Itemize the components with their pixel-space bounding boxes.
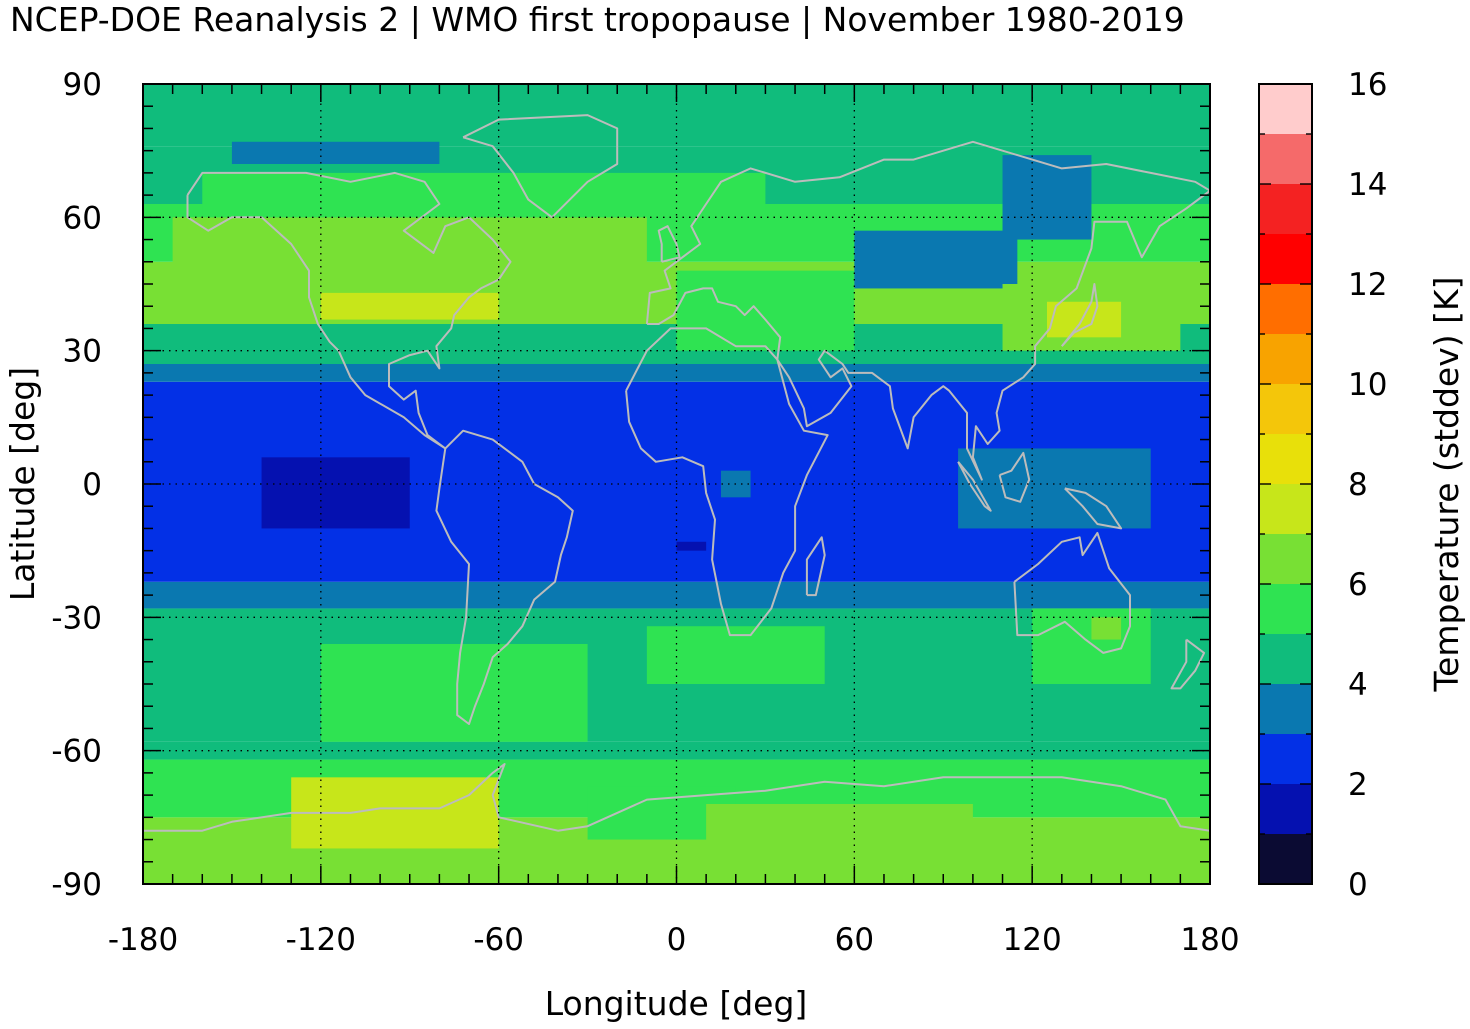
coastline: [957, 461, 992, 512]
axis-ticks: [142, 83, 1211, 885]
x-tick-label: 120: [1003, 922, 1062, 958]
colorbar: [1259, 83, 1312, 885]
x-tick-label: 60: [835, 922, 874, 958]
heat-patch: [498, 235, 618, 298]
colorbar-swatch: [1259, 434, 1312, 484]
y-tick-label: -30: [51, 600, 102, 636]
heat-patch: [320, 292, 499, 320]
x-tick-label: -60: [473, 922, 524, 958]
colorbar-swatch: [1259, 234, 1312, 284]
colorbar-tick-label: 6: [1348, 567, 1368, 603]
x-tick-labels: -180 -120 -60 0 60 120 180: [108, 922, 1240, 958]
x-axis-label: Longitude [deg]: [545, 984, 808, 1023]
coastlines: [143, 114, 1210, 832]
heat-patch: [706, 804, 973, 858]
heat-patch: [320, 644, 588, 742]
figure-title: NCEP-DOE Reanalysis 2 | WMO first tropop…: [10, 0, 1185, 39]
colorbar-tick-label: 8: [1348, 467, 1368, 503]
coastline: [435, 429, 574, 725]
y-tick-label: 90: [63, 67, 102, 103]
heat-band: [143, 684, 1210, 742]
colorbar-tick-label: 10: [1348, 367, 1387, 403]
y-tick-label: 60: [63, 200, 102, 236]
coastline: [805, 536, 826, 597]
colorbar-swatch: [1259, 284, 1312, 334]
colorbar-swatch: [1259, 534, 1312, 584]
colorbar-tick-label: 2: [1348, 767, 1368, 803]
heat-band: [143, 364, 1210, 382]
colorbar-swatch: [1259, 184, 1312, 234]
coastline: [1013, 531, 1131, 654]
y-tick-label: 30: [63, 334, 102, 370]
colorbar-tick-labels: 0 2 4 6 8 10 12 14 16: [1348, 67, 1387, 903]
y-axis-label: Latitude [deg]: [3, 367, 42, 601]
colorbar-swatch: [1259, 384, 1312, 434]
colorbar-swatch: [1259, 484, 1312, 534]
coastline: [1061, 283, 1099, 347]
colorbar-swatch: [1259, 134, 1312, 184]
heat-patch: [1002, 155, 1092, 240]
colorbar-swatch: [1259, 584, 1312, 634]
colorbar-swatch: [1259, 684, 1312, 734]
y-tick-label: -90: [51, 867, 102, 903]
coastline: [657, 225, 681, 263]
coastline: [998, 451, 1031, 503]
colorbar-swatch: [1259, 734, 1312, 784]
x-tick-label: -120: [286, 922, 356, 958]
heat-patch: [1091, 617, 1122, 640]
colorbar-swatch: [1259, 784, 1312, 834]
heat-patch: [202, 172, 766, 218]
heat-patch: [676, 541, 707, 551]
colorbar-tick-label: 4: [1348, 667, 1368, 703]
x-tick-label: 0: [667, 922, 687, 958]
colorbar-swatch: [1259, 634, 1312, 684]
colorbar-swatch: [1259, 84, 1312, 134]
heat-patch: [958, 448, 1151, 529]
heat-patch: [854, 230, 1018, 289]
y-tick-labels: -90 -60 -30 0 30 60 90: [51, 67, 102, 903]
heat-patch: [261, 457, 410, 529]
coastline: [1170, 638, 1206, 690]
heat-patch: [676, 270, 855, 351]
colorbar-label: Temperature (stddev) [K]: [1427, 276, 1466, 692]
heatmap-field: [143, 84, 1210, 884]
x-tick-label: 180: [1180, 922, 1239, 958]
colorbar-tick-label: 14: [1348, 167, 1387, 203]
gridlines: [143, 84, 1210, 884]
colorbar-tick-label: 12: [1348, 267, 1387, 303]
x-tick-label: -180: [108, 922, 178, 958]
colorbar-tick-label: 16: [1348, 67, 1387, 103]
coastline: [645, 140, 1210, 481]
coastline: [143, 763, 1210, 832]
coastline: [462, 114, 619, 219]
heat-patch: [1046, 301, 1122, 338]
heat-patch: [231, 141, 440, 164]
heat-patch: [1032, 608, 1151, 684]
colorbar-tick-label: 0: [1348, 867, 1368, 903]
y-tick-label: 0: [82, 467, 102, 503]
coastline: [1064, 487, 1123, 530]
colorbar-swatch: [1259, 834, 1312, 884]
coastline: [186, 171, 512, 450]
y-tick-label: -60: [51, 734, 102, 770]
colorbar-frame: [1258, 83, 1313, 885]
coastline: [625, 327, 829, 637]
colorbar-swatch: [1259, 334, 1312, 384]
